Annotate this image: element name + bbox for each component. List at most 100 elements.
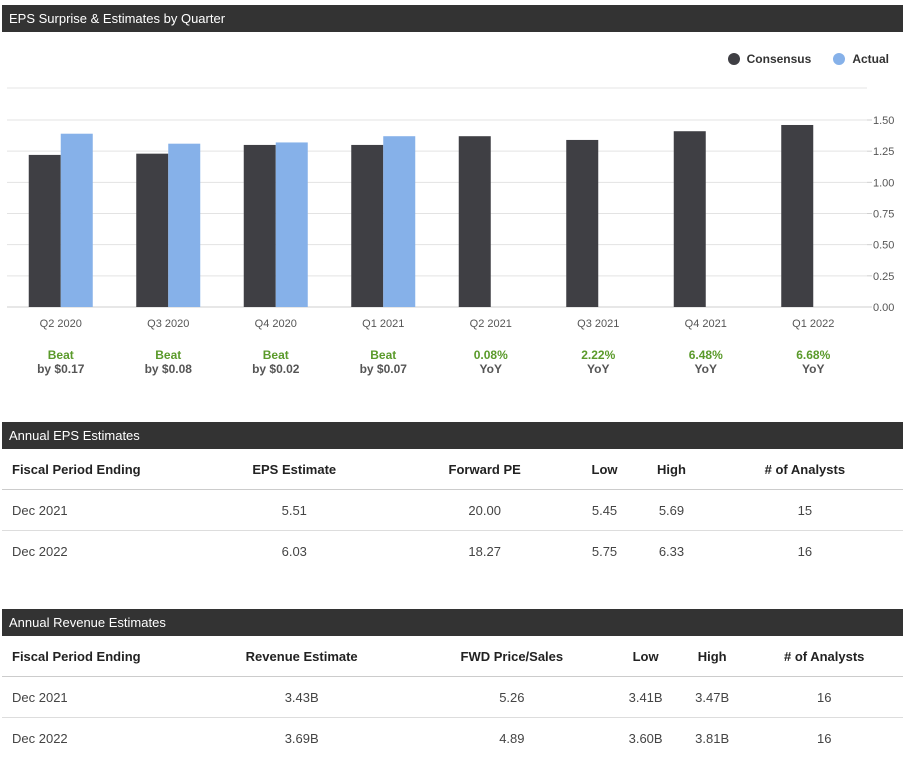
legend-item-actual[interactable]: Actual <box>833 52 889 66</box>
annual-eps-title: Annual EPS Estimates <box>9 428 140 443</box>
x-tick-label: Q3 2021 <box>577 318 619 330</box>
column-header: Low <box>591 461 618 477</box>
column-header: EPS Estimate <box>252 461 337 477</box>
y-tick-label: 0.75 <box>873 209 894 221</box>
table-cell: 6.03 <box>192 530 397 571</box>
surprise-label: 6.68% <box>796 348 830 362</box>
table-cell: 4.89 <box>411 717 613 758</box>
table-cell: 18.27 <box>396 530 573 571</box>
y-tick-label: 1.00 <box>873 177 894 189</box>
table-row: Dec 2022 6.03 18.27 5.75 6.33 16 <box>2 530 903 571</box>
consensus-bar <box>243 144 276 307</box>
x-tick-label: Q4 2020 <box>255 318 297 330</box>
actual-bar <box>168 143 201 307</box>
consensus-bar <box>781 124 814 307</box>
annual-revenue-table: Fiscal Period Ending Revenue Estimate FW… <box>2 636 903 758</box>
surprise-label: Beat <box>48 348 74 362</box>
consensus-bar <box>136 153 169 307</box>
surprise-detail: by $0.07 <box>360 362 408 376</box>
surprise-detail: YoY <box>587 362 609 376</box>
table-cell: 5.75 <box>572 530 637 571</box>
actual-bar <box>60 133 93 307</box>
column-header: # of Analysts <box>783 648 865 664</box>
legend-label-actual: Actual <box>852 52 889 66</box>
table-cell: 16 <box>745 676 903 718</box>
y-tick-label: 1.50 <box>873 115 894 127</box>
table-cell: Dec 2021 <box>2 489 192 531</box>
table-header-row: Fiscal Period Ending Revenue Estimate FW… <box>2 636 903 677</box>
actual-bar <box>275 142 308 307</box>
surprise-label: Beat <box>263 348 289 362</box>
table-cell: 5.69 <box>636 489 707 531</box>
table-cell: Dec 2022 <box>2 717 192 758</box>
surprise-detail: YoY <box>695 362 717 376</box>
surprise-detail: by $0.17 <box>37 362 85 376</box>
table-cell: Dec 2021 <box>2 676 192 718</box>
legend-dot-actual <box>833 53 846 65</box>
x-tick-label: Q2 2021 <box>470 318 512 330</box>
table-cell: 3.60B <box>612 717 679 758</box>
annual-eps-header: Annual EPS Estimates <box>2 422 903 449</box>
consensus-bar <box>566 139 599 307</box>
table-cell: 3.69B <box>192 717 412 758</box>
y-tick-label: 0.00 <box>873 302 894 314</box>
x-tick-label: Q1 2021 <box>362 318 404 330</box>
column-header: Forward PE <box>448 461 521 477</box>
table-row: Dec 2022 3.69B 4.89 3.60B 3.81B 16 <box>2 717 903 758</box>
chart-legend: Consensus Actual <box>727 52 889 66</box>
table-cell: 5.45 <box>572 489 637 531</box>
legend-label-consensus: Consensus <box>746 52 812 66</box>
x-tick-label: Q2 2020 <box>40 318 82 330</box>
column-header: Low <box>632 648 659 664</box>
x-tick-label: Q3 2020 <box>147 318 189 330</box>
column-header: # of Analysts <box>764 461 846 477</box>
consensus-bar <box>351 144 384 307</box>
y-tick-label: 1.25 <box>873 146 894 158</box>
table-cell: 3.43B <box>192 676 412 718</box>
table-row: Dec 2021 3.43B 5.26 3.41B 3.47B 16 <box>2 676 903 718</box>
table-cell: 3.81B <box>678 717 746 758</box>
surprise-label: 6.48% <box>689 348 723 362</box>
table-cell: 3.47B <box>678 676 746 718</box>
table-cell: 5.26 <box>411 676 613 718</box>
table-cell: 15 <box>706 489 903 531</box>
consensus-bar <box>458 136 491 307</box>
table-cell: 6.33 <box>636 530 707 571</box>
consensus-bar <box>28 154 61 307</box>
column-header: Fiscal Period Ending <box>12 461 141 477</box>
surprise-label: Beat <box>370 348 396 362</box>
table-cell: 5.51 <box>192 489 397 531</box>
column-header: High <box>697 648 727 664</box>
consensus-bar <box>673 131 706 307</box>
actual-bar <box>383 136 416 307</box>
annual-revenue-header: Annual Revenue Estimates <box>2 609 903 636</box>
table-cell: 3.41B <box>612 676 679 718</box>
surprise-detail: YoY <box>480 362 502 376</box>
surprise-label: 2.22% <box>581 348 615 362</box>
surprise-label: 0.08% <box>474 348 508 362</box>
column-header: Fiscal Period Ending <box>12 648 141 664</box>
surprise-label: Beat <box>155 348 181 362</box>
eps-section-title: EPS Surprise & Estimates by Quarter <box>9 11 226 26</box>
table-cell: 20.00 <box>396 489 573 531</box>
surprise-detail: by $0.02 <box>252 362 300 376</box>
y-tick-label: 0.25 <box>873 271 894 283</box>
annual-revenue-title: Annual Revenue Estimates <box>9 615 166 630</box>
x-tick-label: Q4 2021 <box>685 318 727 330</box>
annual-eps-table: Fiscal Period Ending EPS Estimate Forwar… <box>2 449 903 571</box>
table-header-row: Fiscal Period Ending EPS Estimate Forwar… <box>2 449 903 490</box>
column-header: High <box>657 461 686 477</box>
surprise-detail: by $0.08 <box>145 362 193 376</box>
legend-item-consensus[interactable]: Consensus <box>727 52 812 66</box>
table-row: Dec 2021 5.51 20.00 5.45 5.69 15 <box>2 489 903 531</box>
surprise-detail: YoY <box>802 362 824 376</box>
table-cell: 16 <box>745 717 903 758</box>
x-tick-label: Q1 2022 <box>792 318 834 330</box>
legend-dot-consensus <box>727 53 740 65</box>
eps-section-header: EPS Surprise & Estimates by Quarter <box>2 5 903 32</box>
column-header: Revenue Estimate <box>245 648 358 664</box>
y-tick-label: 0.50 <box>873 240 894 252</box>
table-cell: Dec 2022 <box>2 530 192 571</box>
table-cell: 16 <box>706 530 903 571</box>
